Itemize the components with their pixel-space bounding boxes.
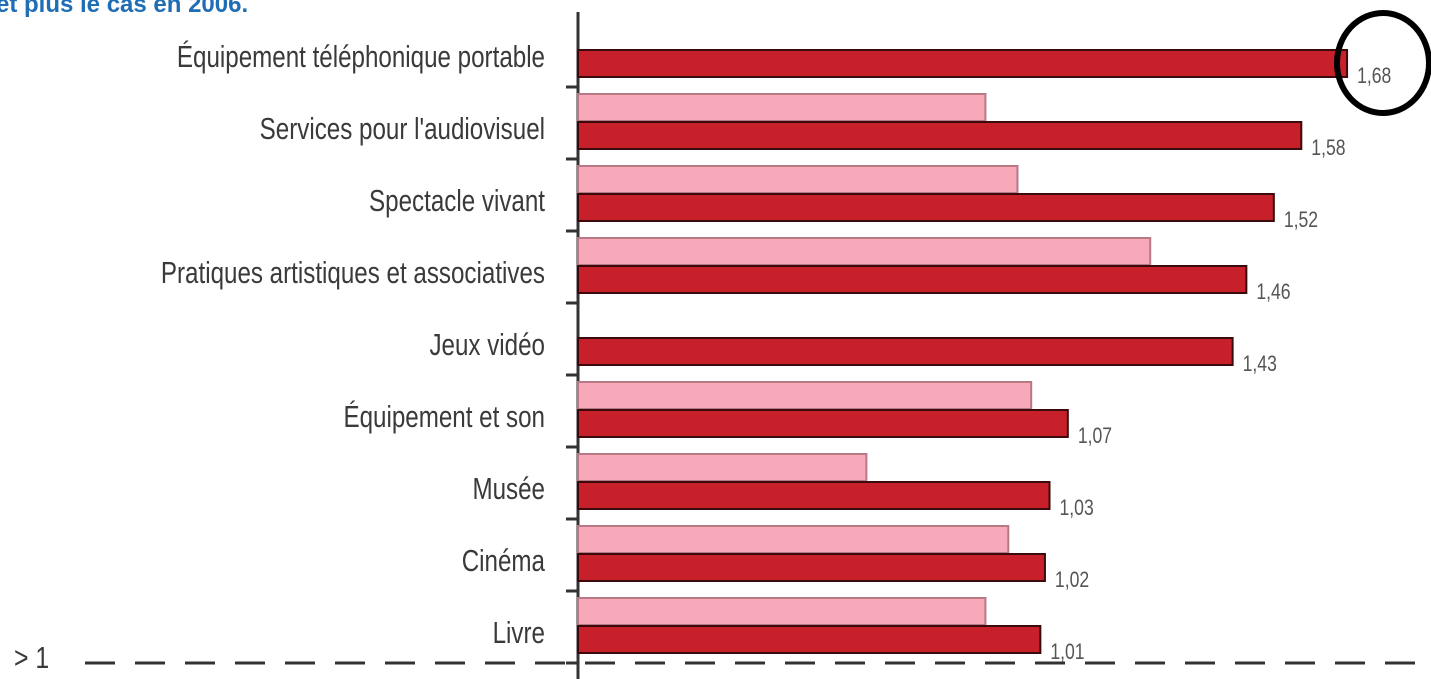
category-label: Services pour l'audiovisuel [260, 111, 545, 146]
bar [577, 193, 1275, 222]
bar [577, 93, 987, 122]
bar [577, 525, 1010, 554]
bar [577, 265, 1248, 294]
value-label: 1,68 [1357, 64, 1391, 88]
bar [577, 381, 1033, 410]
value-label: 1,02 [1055, 568, 1089, 592]
bar [577, 49, 1349, 78]
bar [577, 625, 1042, 654]
category-label: Jeux vidéo [429, 327, 545, 362]
category-label: Cinéma [462, 543, 546, 578]
bar [577, 481, 1051, 510]
category-label: Équipement téléphonique portable [177, 39, 545, 74]
value-label: 1,43 [1243, 352, 1277, 376]
bar [577, 337, 1234, 366]
bar [577, 237, 1152, 266]
category-label: Musée [472, 471, 545, 506]
category-label: Équipement et son [343, 399, 545, 434]
value-label: 1,52 [1284, 208, 1318, 232]
value-label: 1,07 [1078, 424, 1112, 448]
category-label: Livre [493, 615, 545, 650]
chart-title: et plus le cas en 2006. [0, 0, 248, 18]
value-label: 1,58 [1311, 136, 1345, 160]
value-label: 1,01 [1050, 640, 1084, 664]
threshold-label: > 1 [14, 640, 49, 674]
value-label: 1,03 [1060, 496, 1094, 520]
bar [577, 409, 1069, 438]
bar [577, 553, 1046, 582]
bar [577, 453, 868, 482]
category-label: Spectacle vivant [369, 183, 545, 218]
highlight-circle [1334, 10, 1431, 116]
bar [577, 597, 987, 626]
category-label: Pratiques artistiques et associatives [161, 255, 545, 290]
value-label: 1,46 [1256, 280, 1290, 304]
bar [577, 165, 1019, 194]
bar [577, 121, 1303, 150]
